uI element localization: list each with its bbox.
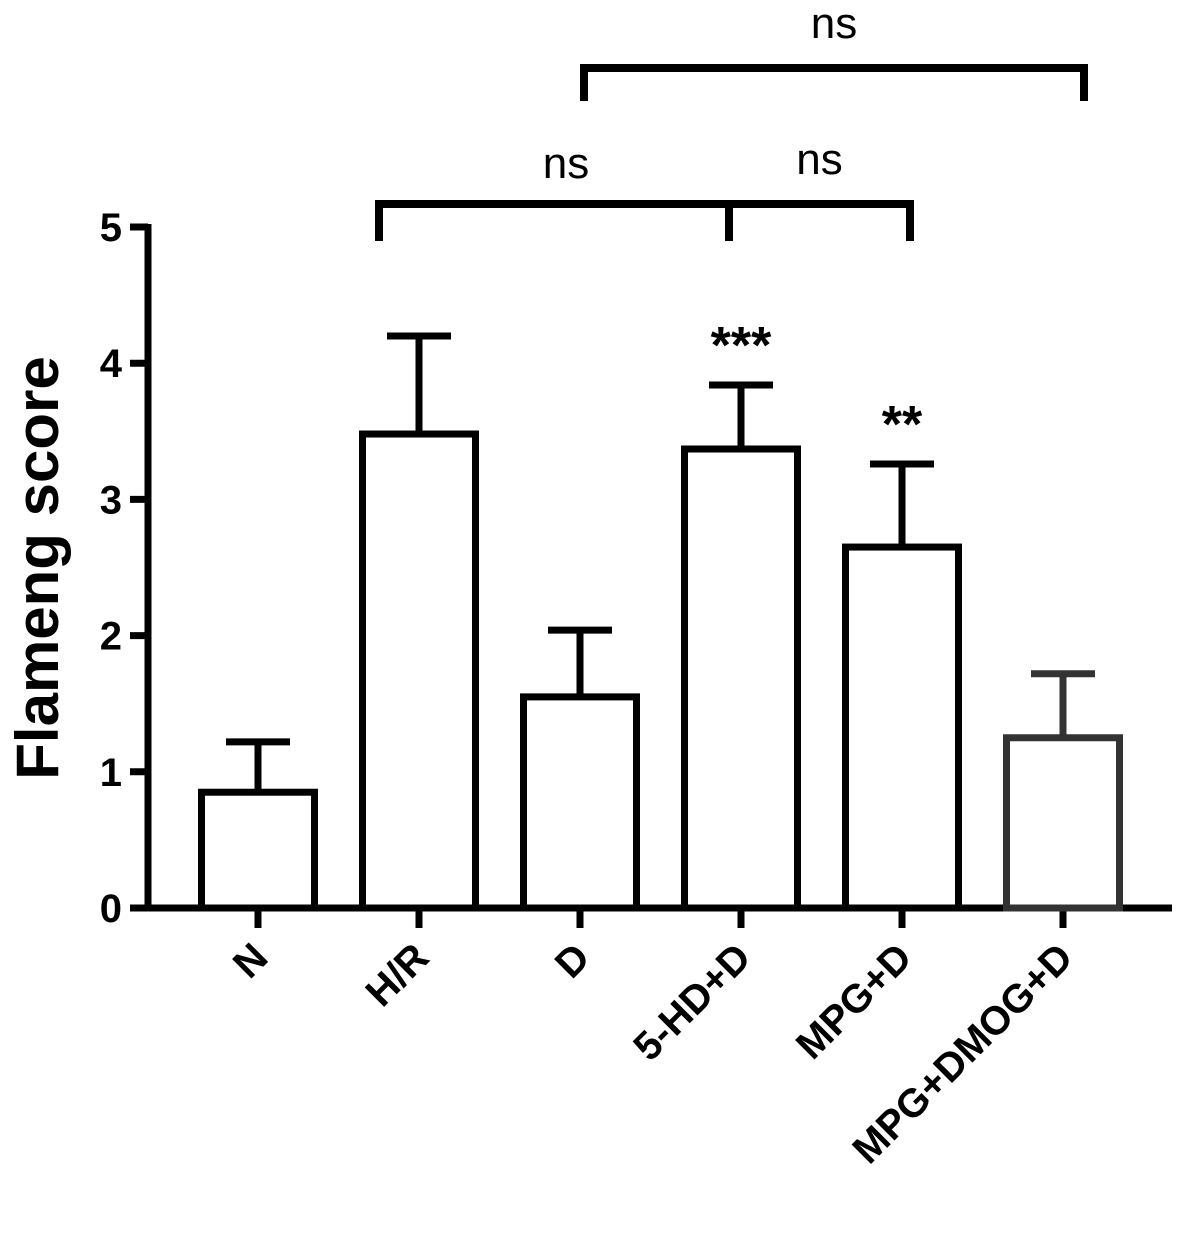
bracket-upper [580, 64, 1088, 101]
bar-2 [520, 693, 640, 912]
y-tick-label-4: 4 [100, 342, 123, 386]
y-tick-label-0: 0 [100, 887, 122, 931]
bar-3 [681, 445, 801, 912]
y-tick-label-1: 1 [100, 751, 122, 795]
bar-1 [359, 430, 479, 912]
comparison-label-2: ns [811, 0, 857, 48]
category-label-0: N [225, 935, 277, 987]
category-label-4: MPG+D [788, 935, 920, 1067]
comparison-label-0: ns [543, 139, 589, 188]
bar-0 [198, 788, 318, 912]
comparison-label-1: ns [796, 135, 842, 184]
y-tick-label-3: 3 [100, 478, 122, 522]
y-tick-label-5: 5 [100, 206, 122, 250]
category-label-3: 5-HD+D [625, 935, 759, 1069]
y-tick-label-2: 2 [100, 615, 122, 659]
bracket-lower [375, 200, 914, 241]
significance-label-4: ** [882, 396, 923, 454]
significance-label-3: *** [711, 317, 772, 375]
bars: ***** [198, 317, 1123, 912]
y-axis-label: Flameng score [4, 356, 71, 780]
category-label-2: D [547, 935, 599, 987]
bar-4 [842, 543, 962, 912]
category-label-1: H/R [358, 935, 438, 1015]
comparison-brackets: ns ns ns [375, 0, 1088, 241]
bar-5 [1003, 734, 1123, 912]
